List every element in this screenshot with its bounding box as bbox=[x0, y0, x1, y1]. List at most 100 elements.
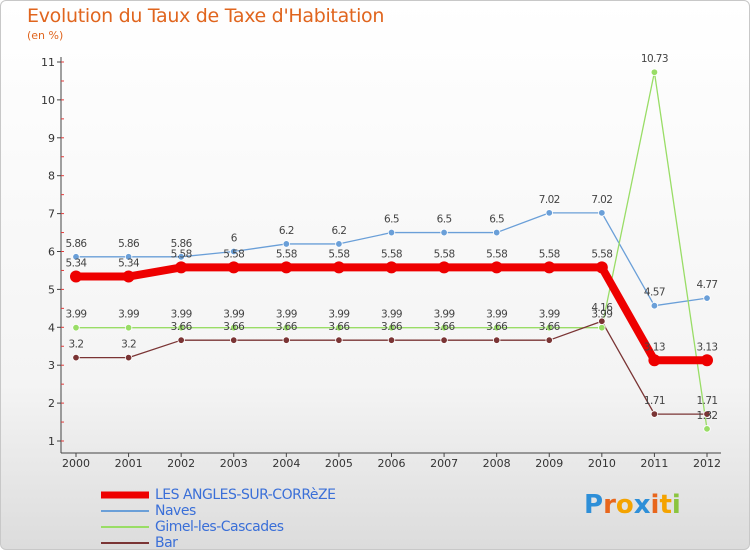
data-label: 5.58 bbox=[434, 248, 455, 260]
data-point bbox=[124, 353, 133, 362]
logo-letter: x bbox=[633, 490, 651, 520]
data-label: 3.66 bbox=[171, 321, 193, 333]
x-tick-label: 2008 bbox=[483, 457, 511, 470]
data-point bbox=[492, 228, 501, 237]
data-point bbox=[543, 261, 556, 274]
data-label: 6.5 bbox=[437, 214, 452, 226]
data-point bbox=[703, 425, 711, 433]
data-point bbox=[387, 323, 396, 332]
data-label: 3.66 bbox=[539, 321, 561, 333]
data-label: 6.5 bbox=[384, 214, 399, 226]
y-tick-label: 1 bbox=[48, 435, 55, 448]
data-label: 3.99 bbox=[591, 309, 612, 321]
data-point bbox=[492, 336, 501, 344]
data-label: 5.58 bbox=[171, 248, 192, 260]
data-label: 3.2 bbox=[69, 339, 84, 351]
data-label: 5.86 bbox=[171, 238, 193, 250]
data-label: 6.2 bbox=[279, 225, 294, 237]
data-point bbox=[282, 323, 291, 332]
x-tick-label: 2005 bbox=[325, 457, 353, 470]
proxiti-logo: Proxiti bbox=[584, 490, 681, 520]
data-label: 3.66 bbox=[434, 321, 456, 333]
data-label: 3.99 bbox=[486, 309, 507, 321]
data-point bbox=[440, 336, 448, 344]
data-label: 4.57 bbox=[644, 287, 665, 299]
data-label: 5.58 bbox=[539, 248, 560, 260]
data-point bbox=[703, 410, 711, 418]
y-tick-label: 7 bbox=[48, 208, 55, 221]
data-label: 5.86 bbox=[66, 238, 88, 250]
data-label: 1.32 bbox=[697, 410, 718, 422]
y-tick-label: 8 bbox=[48, 170, 55, 183]
data-label: 7.02 bbox=[539, 194, 560, 206]
logo-letter: r bbox=[603, 490, 616, 520]
legend-swatch-2 bbox=[101, 526, 149, 528]
x-tick-label: 2012 bbox=[693, 457, 721, 470]
data-point bbox=[335, 240, 343, 248]
legend-label: Naves bbox=[155, 503, 196, 519]
x-tick-label: 2004 bbox=[272, 457, 300, 470]
data-point bbox=[545, 323, 553, 332]
data-label: 10.73 bbox=[641, 53, 668, 65]
data-point bbox=[650, 410, 659, 418]
data-point bbox=[438, 261, 451, 274]
data-point bbox=[703, 294, 711, 302]
data-point bbox=[177, 323, 185, 332]
data-point bbox=[492, 323, 501, 332]
data-point bbox=[595, 261, 608, 274]
legend-label: LES ANGLES-SUR-CORRèZE bbox=[155, 487, 336, 503]
legend-swatch-3 bbox=[101, 542, 149, 544]
data-label: 3.99 bbox=[381, 309, 402, 321]
y-tick-label: 2 bbox=[48, 397, 55, 410]
data-point bbox=[545, 209, 553, 217]
legend-item: LES ANGLES-SUR-CORRèZE bbox=[101, 487, 336, 503]
y-tick-label: 5 bbox=[48, 283, 55, 296]
legend-label: Bar bbox=[155, 535, 178, 550]
data-point bbox=[70, 270, 82, 283]
data-point bbox=[598, 317, 606, 325]
data-point bbox=[648, 354, 661, 367]
y-tick-label: 9 bbox=[48, 132, 55, 145]
y-tick-label: 10 bbox=[41, 94, 55, 107]
data-label: 3.13 bbox=[644, 341, 665, 353]
x-tick-label: 2000 bbox=[62, 457, 90, 470]
data-label: 3.99 bbox=[171, 309, 192, 321]
data-label: 5.58 bbox=[328, 248, 349, 260]
data-label: 5.86 bbox=[118, 238, 140, 250]
data-point bbox=[72, 353, 80, 362]
data-point bbox=[701, 354, 713, 367]
logo-letter: i bbox=[650, 490, 660, 520]
logo-letter: i bbox=[671, 490, 681, 520]
data-label: 3.66 bbox=[381, 321, 403, 333]
data-label: 4.77 bbox=[697, 279, 718, 291]
data-label: 5.58 bbox=[486, 248, 507, 260]
x-tick-label: 2003 bbox=[220, 457, 248, 470]
x-tick-label: 2006 bbox=[378, 457, 406, 470]
data-label: 5.58 bbox=[223, 248, 244, 260]
y-tick-label: 4 bbox=[48, 321, 55, 334]
data-point bbox=[545, 336, 553, 344]
series-line-3 bbox=[75, 320, 708, 415]
data-label: 6 bbox=[231, 233, 238, 245]
data-label: 3.13 bbox=[697, 341, 718, 353]
y-tick-label: 6 bbox=[48, 246, 55, 259]
data-point bbox=[440, 228, 448, 237]
legend-item: Naves bbox=[101, 503, 335, 519]
data-label: 3.66 bbox=[486, 321, 508, 333]
data-point bbox=[387, 228, 396, 237]
data-point bbox=[124, 253, 133, 261]
data-label: 3.99 bbox=[223, 309, 244, 321]
y-tick-label: 11 bbox=[41, 56, 55, 69]
data-point bbox=[177, 253, 185, 261]
x-tick-label: 2011 bbox=[640, 457, 668, 470]
x-tick-label: 2009 bbox=[535, 457, 563, 470]
data-point bbox=[598, 209, 606, 217]
data-label: 3.99 bbox=[118, 309, 139, 321]
data-point bbox=[387, 336, 396, 344]
legend-item: Bar bbox=[101, 535, 335, 550]
data-point bbox=[177, 336, 185, 344]
legend-item: Gimel-les-Cascades bbox=[101, 519, 335, 535]
logo-letter: o bbox=[615, 490, 634, 520]
data-point bbox=[335, 336, 343, 344]
